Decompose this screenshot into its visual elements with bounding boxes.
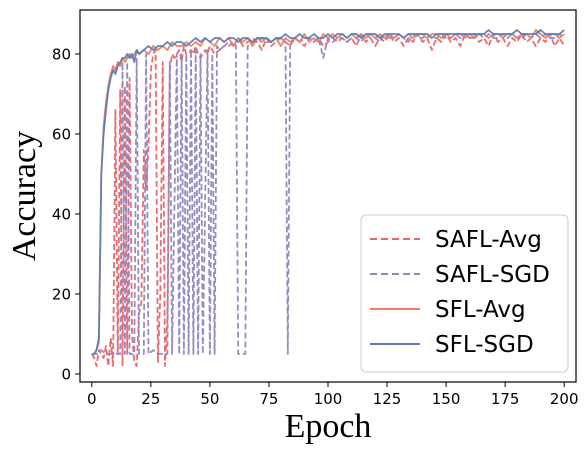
x-tick-label: 125 bbox=[373, 390, 402, 408]
legend-label: SAFL-SGD bbox=[435, 262, 550, 288]
legend-label: SFL-SGD bbox=[435, 332, 534, 358]
y-tick-label: 0 bbox=[61, 366, 71, 384]
legend-box bbox=[360, 214, 569, 373]
legend-entries: SAFL-Avg SAFL-SGD SFL-Avg SFL-SGD bbox=[370, 227, 550, 358]
x-axis-title: Epoch bbox=[285, 408, 372, 445]
x-tick-label: 150 bbox=[432, 390, 461, 408]
series-line-sfl-sgd bbox=[91, 29, 565, 355]
legend-label: SAFL-Avg bbox=[435, 227, 542, 253]
y-axis-ticks: 0 20 40 60 80 bbox=[52, 46, 80, 384]
legend-label: SFL-Avg bbox=[435, 297, 526, 323]
x-tick-label: 50 bbox=[200, 390, 219, 408]
y-axis-title: Accuracy bbox=[6, 131, 43, 261]
y-tick-label: 80 bbox=[52, 46, 71, 64]
x-tick-label: 200 bbox=[550, 390, 579, 408]
x-tick-label: 0 bbox=[87, 390, 97, 408]
x-tick-label: 175 bbox=[491, 390, 520, 408]
legend: SAFL-Avg SAFL-SGD SFL-Avg SFL-SGD bbox=[360, 214, 569, 373]
x-tick-label: 75 bbox=[259, 390, 278, 408]
x-axis-ticks: 0 25 50 75 100 125 150 175 200 bbox=[87, 382, 579, 408]
series-line-sfl-avg bbox=[91, 29, 565, 355]
series-layer bbox=[91, 29, 565, 367]
y-tick-label: 40 bbox=[52, 206, 71, 224]
series-line-safl-sgd bbox=[91, 33, 565, 355]
x-tick-label: 25 bbox=[141, 390, 160, 408]
x-tick-label: 100 bbox=[314, 390, 343, 408]
y-tick-label: 20 bbox=[52, 286, 71, 304]
y-tick-label: 60 bbox=[52, 126, 71, 144]
